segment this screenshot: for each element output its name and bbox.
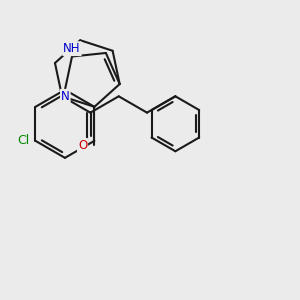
Text: Cl: Cl bbox=[18, 134, 30, 147]
Text: N: N bbox=[61, 90, 70, 103]
Text: NH: NH bbox=[63, 42, 81, 55]
Text: O: O bbox=[78, 139, 87, 152]
